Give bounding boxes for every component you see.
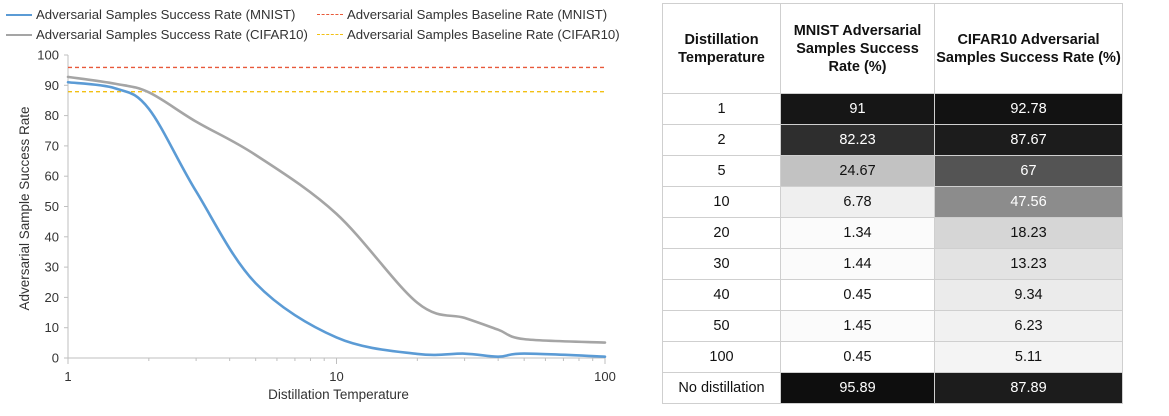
- line-chart: Adversarial Samples Success Rate (MNIST)…: [6, 7, 620, 403]
- y-tick-label: 70: [45, 138, 59, 153]
- cell-cifar-rate: 92.78: [934, 93, 1123, 125]
- y-tick-label: 10: [45, 320, 59, 335]
- table-row: 1 91 92.78: [662, 93, 1123, 125]
- y-tick-label: 20: [45, 290, 59, 305]
- legend-item-cifar-success: Adversarial Samples Success Rate (CIFAR1…: [6, 27, 308, 42]
- cell-temperature: 10: [662, 186, 781, 218]
- header-distillation-temperature: Distillation Temperature: [662, 3, 781, 94]
- x-tick-label: 10: [329, 369, 343, 384]
- table-row: 2 82.23 87.67: [662, 124, 1123, 156]
- y-axis-title: Adversarial Sample Success Rate: [17, 106, 32, 310]
- distillation-table: Distillation Temperature MNIST Adversari…: [662, 3, 1123, 404]
- legend-item-mnist-success: Adversarial Samples Success Rate (MNIST): [6, 7, 295, 22]
- cell-cifar-rate: 47.56: [934, 186, 1123, 218]
- legend-label-mnist-baseline: Adversarial Samples Baseline Rate (MNIST…: [347, 7, 608, 22]
- table-row: 100 0.45 5.11: [662, 341, 1123, 373]
- cell-cifar-rate: 87.67: [934, 124, 1123, 156]
- y-tick-label: 30: [45, 260, 59, 275]
- cell-temperature: No distillation: [662, 372, 781, 404]
- series-line-adversarial-samples-success-rate-cifar10: [66, 75, 607, 344]
- cell-cifar-rate: 67: [934, 155, 1123, 187]
- cell-mnist-rate: 1.44: [780, 248, 935, 280]
- cell-mnist-rate: 0.45: [780, 279, 935, 311]
- table-row: 5 24.67 67: [662, 155, 1123, 187]
- cell-temperature: 100: [662, 341, 781, 373]
- cell-cifar-rate: 5.11: [934, 341, 1123, 373]
- legend-label-cifar-success: Adversarial Samples Success Rate (CIFAR1…: [36, 27, 308, 42]
- y-tick-label: 80: [45, 108, 59, 123]
- cell-temperature: 2: [662, 124, 781, 156]
- y-tick-label: 100: [37, 48, 59, 63]
- table-row: 50 1.45 6.23: [662, 310, 1123, 342]
- cell-cifar-rate: 87.89: [934, 372, 1123, 404]
- cell-temperature: 50: [662, 310, 781, 342]
- cell-mnist-rate: 1.34: [780, 217, 935, 249]
- cell-cifar-rate: 9.34: [934, 279, 1123, 311]
- y-tick-label: 50: [45, 199, 59, 214]
- cell-temperature: 5: [662, 155, 781, 187]
- header-mnist-rate: MNIST Adversarial Samples Success Rate (…: [780, 3, 935, 94]
- cell-mnist-rate: 1.45: [780, 310, 935, 342]
- series-line-adversarial-samples-success-rate-mnist: [66, 80, 607, 358]
- legend-swatch-mnist-baseline: [317, 14, 343, 15]
- table-row: 30 1.44 13.23: [662, 248, 1123, 280]
- table-header-row: Distillation Temperature MNIST Adversari…: [662, 3, 1123, 94]
- table-row: 20 1.34 18.23: [662, 217, 1123, 249]
- cell-cifar-rate: 13.23: [934, 248, 1123, 280]
- cell-temperature: 40: [662, 279, 781, 311]
- cell-mnist-rate: 82.23: [780, 124, 935, 156]
- y-tick-label: 0: [52, 351, 59, 366]
- legend-item-mnist-baseline: Adversarial Samples Baseline Rate (MNIST…: [317, 7, 607, 22]
- cell-cifar-rate: 18.23: [934, 217, 1123, 249]
- cell-temperature: 30: [662, 248, 781, 280]
- x-tick-label: 100: [594, 369, 616, 384]
- cell-temperature: 20: [662, 217, 781, 249]
- table-row: 10 6.78 47.56: [662, 186, 1123, 218]
- table-row: No distillation 95.89 87.89: [662, 372, 1123, 404]
- table-row: 40 0.45 9.34: [662, 279, 1123, 311]
- y-tick-label: 90: [45, 78, 59, 93]
- header-cifar-rate: CIFAR10 Adversarial Samples Success Rate…: [934, 3, 1123, 94]
- y-tick-label: 40: [45, 229, 59, 244]
- x-axis-title: Distillation Temperature: [268, 387, 409, 402]
- legend-swatch-cifar-success: [6, 33, 32, 36]
- y-tick-label: 60: [45, 169, 59, 184]
- x-tick-label: 1: [64, 369, 71, 384]
- distillation-table-container: Distillation Temperature MNIST Adversari…: [662, 3, 1123, 404]
- legend-label-cifar-baseline: Adversarial Samples Baseline Rate (CIFAR…: [347, 27, 620, 42]
- legend-label-mnist-success: Adversarial Samples Success Rate (MNIST): [36, 7, 296, 22]
- legend-item-cifar-baseline: Adversarial Samples Baseline Rate (CIFAR…: [317, 27, 620, 42]
- cell-cifar-rate: 6.23: [934, 310, 1123, 342]
- legend-swatch-cifar-baseline: [317, 34, 343, 35]
- cell-temperature: 1: [662, 93, 781, 125]
- cell-mnist-rate: 91: [780, 93, 935, 125]
- cell-mnist-rate: 6.78: [780, 186, 935, 218]
- legend-swatch-mnist-success: [6, 13, 32, 16]
- cell-mnist-rate: 0.45: [780, 341, 935, 373]
- cell-mnist-rate: 95.89: [780, 372, 935, 404]
- cell-mnist-rate: 24.67: [780, 155, 935, 187]
